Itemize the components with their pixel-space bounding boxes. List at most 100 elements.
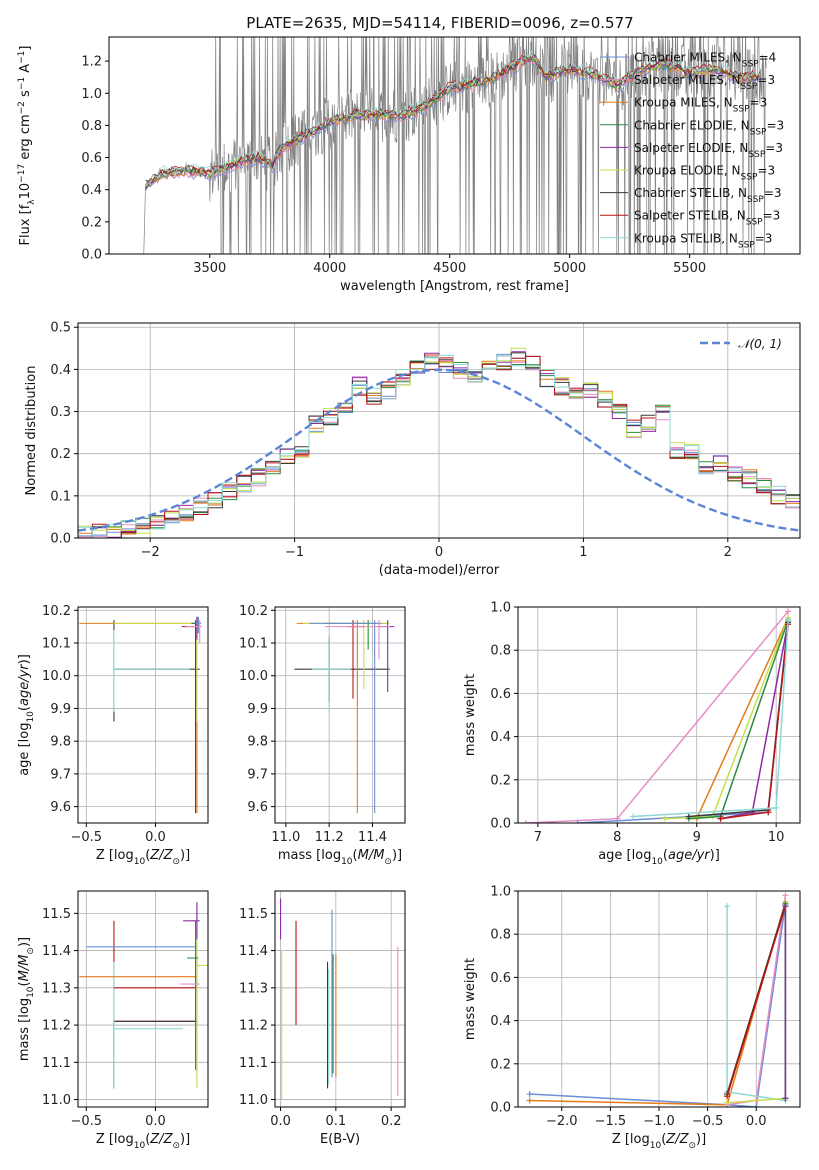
weight_vs_Z-y-tick-label: 1.0 xyxy=(490,885,511,900)
legend-entry-subscript: SSP xyxy=(738,240,755,250)
mass_vs_Z-y-axis-label-part: )] xyxy=(17,937,32,947)
weight_vs_Z-x-tick-label: −0.5 xyxy=(692,1114,724,1129)
mass_vs_ebv-x-tick-label: 0.0 xyxy=(270,1114,291,1129)
weight_vs_age-x-axis-label: age [log10(age/yr)] xyxy=(598,848,720,867)
legend-entry-text: Chabrier ELODIE, N xyxy=(634,118,750,132)
spectrum-x-tick-label: 3500 xyxy=(193,261,226,276)
spectrum-y-axis-label: Flux [fλ10−17 erg cm−2 s−1 A−1] xyxy=(17,46,37,246)
spectrum-y-axis-label-part: −1 xyxy=(17,77,27,90)
legend-entry-value: =3 xyxy=(765,141,783,155)
residuals-y-tick-label: 0.0 xyxy=(50,532,71,547)
legend-entry-text: Salpeter STELIB, N xyxy=(634,209,746,223)
legend-entry: Chabrier MILES, NSSP=4 xyxy=(634,51,776,70)
legend-entry-text: Kroupa ELODIE, N xyxy=(634,164,741,178)
age_vs_Z-y-axis-label-part: 10 xyxy=(26,711,36,723)
legend-entry-subscript: SSP xyxy=(748,150,765,160)
weight_vs_Z-x-axis-label-part: ( xyxy=(661,1132,666,1147)
age_vs_mass-x-axis-label-part: ( xyxy=(353,848,358,863)
mass_vs_Z-y-tick-label: 11.3 xyxy=(42,981,71,996)
mass-weight-marker xyxy=(782,1095,789,1102)
age_vs_Z-x-axis-label: Z [log10(Z/Z⊙)] xyxy=(96,848,190,867)
age_vs_mass-plot-area xyxy=(294,620,395,814)
residuals-x-tick-label: 2 xyxy=(724,545,732,560)
mass_vs_ebv-x-tick-label: 0.2 xyxy=(381,1114,402,1129)
spectrum-y-tick-label: 0.2 xyxy=(81,215,102,230)
legend-entry: Salpeter MILES, NSSP=3 xyxy=(634,73,775,92)
mass-weight-marker xyxy=(773,804,780,811)
legend-entry-subscript: SSP xyxy=(746,218,763,228)
residual-histogram xyxy=(78,355,800,538)
weight_vs_Z-y-tick-label: 0.0 xyxy=(490,1101,511,1116)
mass_vs_ebv-plot-area xyxy=(279,898,399,1100)
age_vs_Z-frame xyxy=(77,606,209,824)
figure-title: PLATE=2635, MJD=54114, FIBERID=0096, z=0… xyxy=(246,14,633,32)
mass_vs_Z-x-axis-label-part: Z/Z xyxy=(149,1132,173,1147)
legend-entry-subscript: SSP xyxy=(750,127,767,137)
age_vs_Z-x-axis-label-part: 10 xyxy=(134,857,146,867)
weight_vs_Z-x-axis-label-part: ⊙ xyxy=(688,1141,696,1151)
mass-weight-marker xyxy=(522,820,529,823)
age_vs_Z-y-tick-label: 9.9 xyxy=(50,702,71,717)
model-spectrum-line xyxy=(145,50,760,186)
mass-weight-line xyxy=(529,901,787,1106)
residuals-panel: −2 −1 0 1 2 0.0 0.1 0.2 0.3 0.4 0.5 (data-model)/er… xyxy=(24,321,801,578)
residuals-y-tick-label: 0.4 xyxy=(50,363,71,378)
spectrum-y-tick-label: 0.4 xyxy=(81,183,102,198)
weight_vs_age-x-axis-label-part: ( xyxy=(663,848,668,863)
residuals-y-tick-label: 0.2 xyxy=(50,447,71,462)
residual-histogram xyxy=(78,354,800,538)
legend-entry: Chabrier STELIB, NSSP=3 xyxy=(634,186,782,205)
mass-weight-line xyxy=(529,903,787,1107)
mass_vs_Z-y-tick-label: 11.5 xyxy=(42,907,71,922)
mass_vs_ebv-y-tick-label: 11.5 xyxy=(239,907,268,922)
legend-entry-text: Kroupa MILES, N xyxy=(634,96,733,110)
mass_vs_Z-x-axis-label-part: ( xyxy=(145,1132,150,1147)
weight_vs_age-x-tick-label: 10 xyxy=(768,830,785,845)
legend-entry: Kroupa MILES, NSSP=3 xyxy=(634,96,767,115)
weight_vs_age-x-axis-label-part: age [log xyxy=(598,848,651,863)
age_vs_mass-x-axis-label: mass [log10(M/M⊙)] xyxy=(278,848,402,867)
weight_vs_Z-frame xyxy=(517,890,801,1108)
weight_vs_Z-x-tick-label: 0.0 xyxy=(746,1114,767,1129)
residuals-x-tick-label: −1 xyxy=(285,545,304,560)
weight_vs_age-y-tick-label: 0.4 xyxy=(490,730,511,745)
legend-entry-text: Kroupa STELIB, N xyxy=(634,231,738,245)
mass-weight-marker xyxy=(526,1097,533,1104)
mass_vs_Z-y-tick-label: 11.1 xyxy=(42,1056,71,1071)
age_vs_mass-y-tick-label: 10.1 xyxy=(239,637,268,652)
legend-entry: 𝒩(0, 1) xyxy=(738,337,782,351)
residuals-y-tick-label: 0.3 xyxy=(50,405,71,420)
age_vs_Z-y-tick-label: 9.6 xyxy=(50,800,71,815)
weight_vs_age-x-axis-label-part: )] xyxy=(710,848,720,863)
weight_vs_Z-y-axis-label-part: mass weight xyxy=(463,958,478,1040)
residuals-x-tick-label: −2 xyxy=(141,545,160,560)
legend-entry-text: Salpeter MILES, N xyxy=(634,73,741,87)
mass-weight-line xyxy=(726,905,787,1097)
residuals-plot-area xyxy=(78,347,800,538)
mass_vs_ebv-y-tick-label: 11.4 xyxy=(239,944,268,959)
mass_vs_Z-plot-area xyxy=(79,902,208,1089)
spectrum-x-tick-label: 4000 xyxy=(313,261,346,276)
residuals-frame xyxy=(77,322,801,539)
age_vs_Z-x-axis-label-part: Z/Z xyxy=(149,848,173,863)
weight_vs_age-frame xyxy=(517,606,801,824)
spectrum-y-axis-label-part: Flux [f xyxy=(18,204,33,245)
spectrum-y-axis-label-part: A xyxy=(18,64,33,77)
mass-weight-marker xyxy=(724,1099,731,1106)
legend-entry-text: Chabrier STELIB, N xyxy=(634,186,747,200)
mass_vs_ebv-y-tick-label: 11.3 xyxy=(239,981,268,996)
mass_vs_Z-y-axis-label-part: M/M xyxy=(17,955,32,982)
mass_vs_Z-y-axis-label-part: ( xyxy=(17,981,32,986)
age_vs_Z-y-axis-label-part: age/yr xyxy=(17,663,32,706)
weight_vs_age-y-axis-label-part: mass weight xyxy=(463,674,478,756)
age_vs_Z-x-tick-label: 0.0 xyxy=(145,830,166,845)
mass-weight-marker xyxy=(724,903,731,910)
weight_vs_age-y-axis-label: mass weight xyxy=(463,674,478,756)
residuals-y-axis-label: Normed distribution xyxy=(24,366,39,496)
spectrum-x-tick-label: 4500 xyxy=(433,261,466,276)
mass_vs_Z-y-axis-label-part: 10 xyxy=(26,986,36,998)
age_vs_mass-x-axis-label-part: mass [log xyxy=(278,848,341,863)
age_vs_Z-y-tick-label: 9.8 xyxy=(50,735,71,750)
spectrum-y-axis-label-part: λ xyxy=(27,199,37,205)
